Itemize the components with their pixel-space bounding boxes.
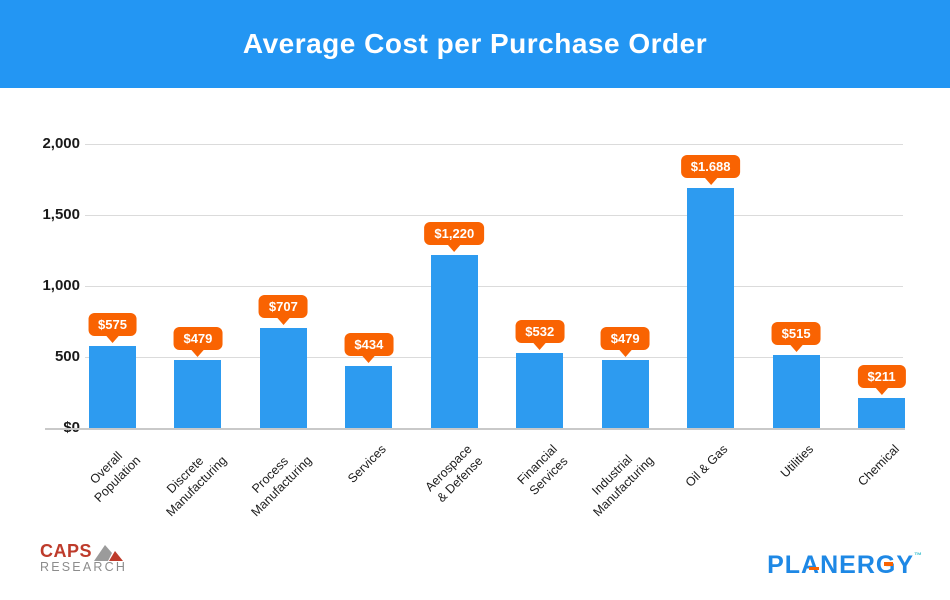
- x-axis-category-label: Oil & Gas: [682, 442, 731, 490]
- value-label-tail: [276, 316, 291, 325]
- value-label: $479: [600, 327, 650, 357]
- bar: [89, 346, 136, 428]
- x-axis-line: [45, 428, 905, 430]
- x-axis-category-label: Industrial Manufacturing: [589, 452, 657, 519]
- header-banner: Average Cost per Purchase Order: [0, 0, 950, 88]
- value-label: $479: [173, 327, 223, 357]
- trademark-symbol: ™: [914, 551, 922, 560]
- bar: [858, 398, 906, 428]
- gridline: [85, 215, 903, 216]
- mountain-icon: [94, 545, 124, 561]
- value-label: $1.688: [680, 155, 741, 186]
- chart-title: Average Cost per Purchase Order: [242, 28, 708, 59]
- value-label: $515: [771, 321, 821, 352]
- x-axis-category-label: Discrete Manufacturing: [163, 453, 229, 519]
- x-axis-category-label: Financial Services: [514, 442, 570, 498]
- bar: [174, 360, 222, 428]
- y-axis-tick-label: 500: [54, 348, 80, 365]
- x-axis-category-label: Utilities: [777, 442, 817, 481]
- value-label: $707: [258, 294, 308, 325]
- value-label-tail: [874, 387, 889, 395]
- x-axis-category-label: Overall Population: [87, 448, 144, 505]
- x-axis-category-label: Services: [345, 442, 389, 486]
- y-axis-tick-label: $0: [20, 419, 80, 436]
- x-axis-category-label: Process Manufacturing: [248, 453, 315, 519]
- bar: [345, 366, 393, 428]
- gridline: [85, 144, 903, 145]
- value-label-tail: [447, 243, 462, 252]
- value-label-tail: [703, 177, 718, 186]
- gridline: [85, 286, 903, 287]
- value-label: $434: [344, 333, 394, 364]
- value-label: $532: [515, 319, 565, 350]
- y-axis-tick-label: 2,000: [42, 135, 80, 152]
- value-label-tail: [532, 341, 547, 350]
- bar: [516, 352, 564, 428]
- gridline: [85, 357, 903, 358]
- caps-logo-text: CAPS: [40, 541, 93, 561]
- planergy-a-accent: [809, 567, 820, 570]
- planergy-g-accent: [884, 562, 894, 566]
- value-label: $211: [857, 365, 906, 395]
- value-label-tail: [105, 335, 120, 344]
- research-logo-text: RESEARCH: [40, 560, 128, 574]
- value-label-tail: [789, 343, 804, 352]
- planergy-logo-text: PLANERGY: [767, 551, 914, 579]
- x-axis-category-label: Aerospace & Defense: [422, 442, 485, 505]
- planergy-logo: PLANERGY ™: [767, 551, 922, 580]
- bar: [430, 254, 478, 428]
- y-axis-tick-label: 1,000: [42, 277, 80, 294]
- value-label-tail: [190, 349, 205, 357]
- y-axis-tick-label: 1,500: [42, 206, 80, 223]
- bar: [601, 360, 649, 428]
- x-axis-category-label: Chemical: [854, 442, 902, 489]
- bar: [687, 188, 735, 428]
- caps-research-logo: CAPS RESEARCH: [40, 541, 160, 574]
- bar: [772, 354, 820, 428]
- value-label-tail: [618, 349, 633, 357]
- value-label: $575: [88, 313, 137, 344]
- value-label: $1,220: [424, 221, 485, 252]
- value-label-tail: [361, 355, 376, 364]
- bar: [259, 327, 307, 428]
